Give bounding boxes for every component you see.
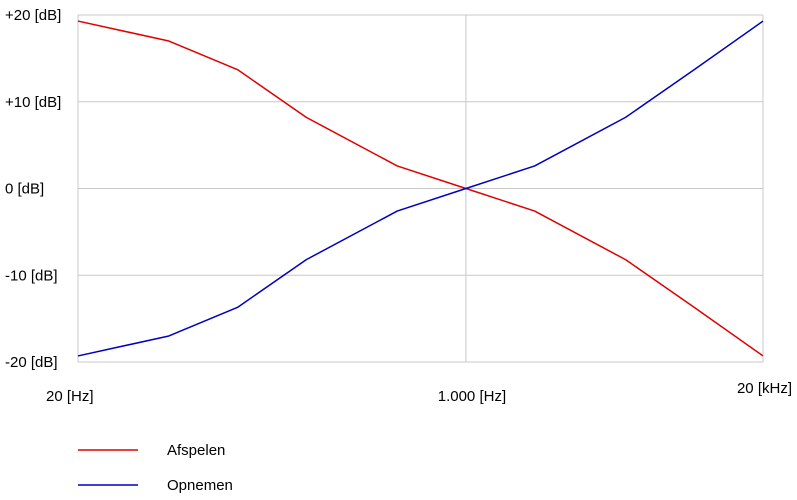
x-axis-ticks: 20 [Hz] 1.000 [Hz] 20 [kHz] xyxy=(46,380,792,405)
legend-item-opnemen: Opnemen xyxy=(78,477,233,494)
x-tick-label: 20 [Hz] xyxy=(46,388,94,405)
y-tick-label: +20 [dB] xyxy=(5,7,61,24)
legend-label: Afspelen xyxy=(167,442,225,459)
legend: Afspelen Opnemen xyxy=(78,442,233,494)
legend-item-afspelen: Afspelen xyxy=(78,442,225,459)
y-tick-label: -20 [dB] xyxy=(5,354,58,371)
grid xyxy=(77,14,764,363)
legend-label: Opnemen xyxy=(167,477,233,494)
series-line-afspelen xyxy=(77,20,764,357)
y-tick-label: -10 [dB] xyxy=(5,267,58,284)
series-layer xyxy=(77,20,764,357)
y-axis-ticks: +20 [dB] +10 [dB] 0 [dB] -10 [dB] -20 [dB] xyxy=(5,7,61,371)
y-tick-label: 0 [dB] xyxy=(5,181,44,198)
series-line-opnemen xyxy=(77,20,764,357)
y-tick-label: +10 [dB] xyxy=(5,94,61,111)
x-tick-label: 1.000 [Hz] xyxy=(438,388,506,405)
x-tick-label: 20 [kHz] xyxy=(737,380,792,397)
